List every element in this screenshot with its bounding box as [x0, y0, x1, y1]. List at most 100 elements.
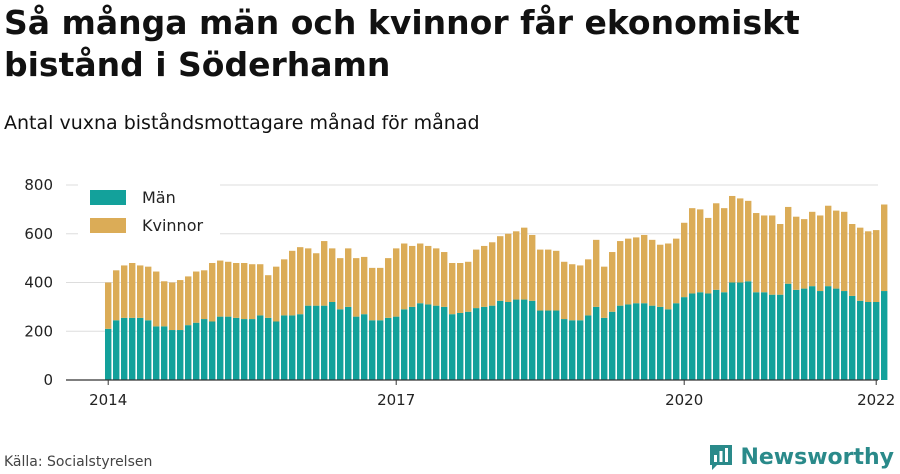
x-tick-label: 2014 — [89, 391, 127, 409]
bar-kvinnor — [545, 249, 552, 311]
bar-man — [633, 303, 640, 380]
bar-man — [369, 320, 376, 380]
bar-man — [289, 315, 296, 380]
bar-man — [209, 321, 216, 380]
bar-kvinnor — [801, 219, 808, 289]
bar-kvinnor — [185, 276, 192, 326]
bar-kvinnor — [121, 265, 128, 318]
bar-kvinnor — [281, 259, 288, 316]
bar-man — [521, 299, 528, 380]
bar-man — [577, 320, 584, 380]
bar-man — [697, 292, 704, 380]
bar-kvinnor — [137, 265, 144, 318]
bar-man — [809, 286, 816, 380]
bar-kvinnor — [409, 245, 416, 307]
bar-kvinnor — [881, 204, 888, 292]
bar-man — [665, 309, 672, 380]
bar-man — [793, 289, 800, 380]
bar-kvinnor — [625, 238, 632, 305]
bar-man — [313, 305, 320, 380]
bar-kvinnor — [649, 239, 656, 306]
bar-man — [833, 288, 840, 380]
bar-man — [353, 316, 360, 380]
chart-subtitle: Antal vuxna biståndsmottagare månad för … — [4, 112, 480, 134]
bar-kvinnor — [737, 198, 744, 283]
legend-label: Kvinnor — [142, 216, 203, 235]
bar-kvinnor — [457, 263, 464, 313]
bar-kvinnor — [497, 236, 504, 301]
bar-man — [417, 303, 424, 380]
bar-man — [753, 292, 760, 380]
bar-man — [881, 291, 888, 380]
bar-man — [297, 314, 304, 380]
y-tick-label: 600 — [24, 225, 53, 243]
bar-kvinnor — [177, 280, 184, 331]
bar-man — [713, 289, 720, 380]
bar-man — [585, 315, 592, 380]
bar-kvinnor — [369, 267, 376, 321]
bar-man — [529, 300, 536, 380]
bar-man — [329, 302, 336, 380]
bar-kvinnor — [785, 206, 792, 284]
bar-man — [281, 315, 288, 380]
bar-man — [145, 320, 152, 380]
bar-man — [513, 299, 520, 380]
bar-man — [617, 305, 624, 380]
bar-man — [121, 317, 128, 380]
bar-kvinnor — [641, 234, 648, 304]
bar-man — [465, 311, 472, 380]
y-tick-label: 0 — [43, 371, 53, 389]
legend-swatch — [90, 218, 126, 233]
bar-man — [785, 283, 792, 380]
bar-man — [425, 304, 432, 380]
bar-kvinnor — [857, 227, 864, 301]
y-tick-label: 800 — [24, 176, 53, 194]
bar-kvinnor — [745, 200, 752, 282]
bar-kvinnor — [441, 252, 448, 307]
bar-kvinnor — [353, 258, 360, 317]
bar-kvinnor — [865, 231, 872, 302]
bar-kvinnor — [817, 215, 824, 292]
bar-man — [769, 294, 776, 380]
bar-man — [777, 294, 784, 380]
bar-man — [737, 282, 744, 380]
bar-man — [321, 305, 328, 380]
bar-kvinnor — [721, 208, 728, 293]
bar-man — [105, 328, 112, 380]
bar-kvinnor — [225, 261, 232, 317]
bar-man — [233, 317, 240, 380]
bar-man — [193, 322, 200, 380]
newsworthy-logo-icon — [710, 445, 733, 470]
bar-man — [457, 312, 464, 380]
bar-kvinnor — [273, 266, 280, 322]
bar-kvinnor — [521, 227, 528, 300]
bar-man — [161, 326, 168, 380]
bar-man — [689, 293, 696, 380]
legend-label: Män — [142, 188, 176, 207]
bar-man — [729, 282, 736, 380]
bar-man — [609, 311, 616, 380]
y-tick-label: 200 — [24, 322, 53, 340]
bar-kvinnor — [689, 208, 696, 294]
bar-man — [481, 306, 488, 380]
bar-kvinnor — [129, 263, 136, 318]
bar-kvinnor — [361, 256, 368, 315]
bar-man — [305, 305, 312, 380]
bar-kvinnor — [577, 265, 584, 321]
bar-man — [337, 309, 344, 380]
bar-kvinnor — [201, 270, 208, 320]
bar-man — [177, 330, 184, 380]
brand-logo[interactable]: Newsworthy — [708, 440, 894, 474]
bar-group — [105, 195, 888, 380]
bar-kvinnor — [513, 231, 520, 300]
bar-kvinnor — [793, 216, 800, 290]
bar-kvinnor — [569, 264, 576, 321]
bar-man — [745, 281, 752, 380]
bar-man — [849, 295, 856, 380]
bar-kvinnor — [537, 249, 544, 311]
bar-man — [801, 288, 808, 380]
bar-kvinnor — [601, 266, 608, 318]
bar-man — [225, 316, 232, 380]
bar-kvinnor — [585, 259, 592, 316]
bar-kvinnor — [153, 271, 160, 327]
